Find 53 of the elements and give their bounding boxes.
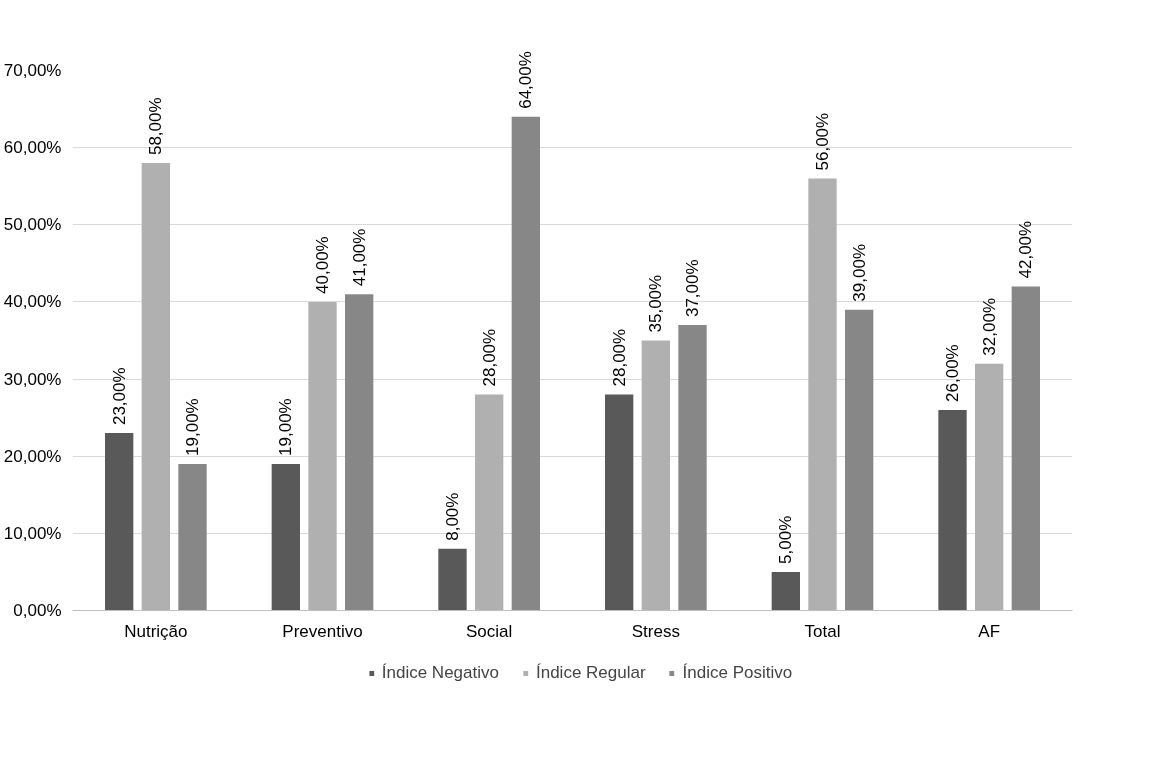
x-tick-label: Nutrição [124, 621, 188, 641]
bar [975, 363, 1004, 611]
bar [605, 394, 634, 611]
bar [178, 463, 207, 611]
data-label: 28,00% [609, 328, 629, 387]
legend-label: Índice Positivo [682, 663, 793, 683]
legend-label: Índice Negativo [381, 663, 499, 683]
data-label: 64,00% [516, 51, 536, 109]
y-tick-label: 60,00% [3, 138, 62, 158]
x-tick-label: Total [804, 621, 841, 641]
data-label: 8,00% [443, 492, 462, 541]
data-label: 5,00% [776, 515, 796, 564]
x-tick-label: Stress [631, 621, 680, 641]
data-label: 42,00% [1016, 220, 1036, 279]
y-tick-label: 30,00% [3, 369, 62, 389]
data-label: 40,00% [313, 236, 332, 294]
data-label: 19,00% [276, 398, 296, 456]
data-label: 23,00% [109, 367, 129, 426]
bar [345, 294, 374, 611]
data-label: 37,00% [683, 259, 702, 318]
x-tick-label: Preventivo [282, 621, 363, 641]
y-tick-label: 0,00% [13, 601, 62, 620]
x-tick-label: AF [978, 621, 1001, 641]
bar [641, 340, 670, 611]
bar [845, 309, 874, 611]
y-tick-label: 50,00% [3, 215, 62, 235]
bar [475, 394, 504, 611]
data-label: 56,00% [813, 112, 832, 171]
data-label: 26,00% [943, 344, 962, 402]
data-label: 28,00% [479, 328, 499, 387]
data-label: 39,00% [849, 243, 869, 302]
data-label: 41,00% [349, 228, 369, 287]
y-tick-label: 40,00% [3, 292, 62, 312]
bar [771, 571, 800, 611]
bar [511, 116, 540, 611]
data-label: 19,00% [183, 398, 202, 456]
y-tick-label: 10,00% [3, 523, 62, 543]
bar [808, 178, 837, 611]
bar [105, 433, 134, 611]
bar [308, 301, 337, 611]
bar [1011, 286, 1040, 611]
bar [938, 409, 967, 611]
bar [271, 463, 300, 611]
bar [678, 325, 707, 611]
y-tick-label: 70,00% [3, 61, 62, 80]
data-label: 32,00% [979, 297, 999, 356]
data-label: 35,00% [646, 274, 666, 333]
y-tick-label: 20,00% [3, 446, 62, 466]
bar [141, 163, 170, 611]
bar [438, 548, 467, 611]
legend-label: Índice Regular [535, 663, 646, 683]
x-tick-label: Social [466, 621, 513, 641]
data-label: 58,00% [146, 97, 166, 156]
